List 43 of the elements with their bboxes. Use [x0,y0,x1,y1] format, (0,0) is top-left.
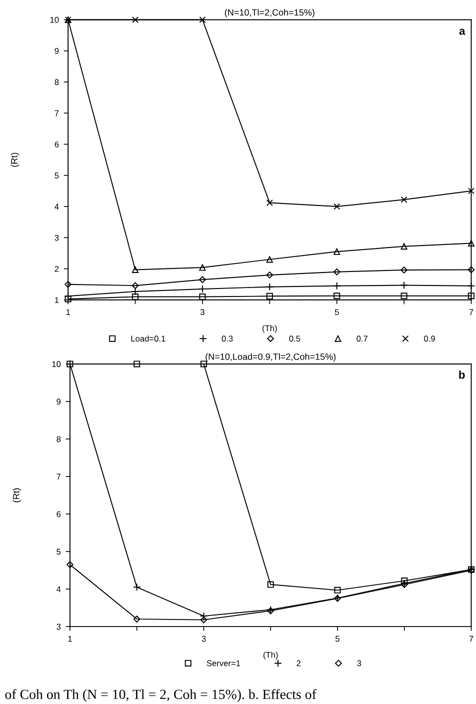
y-tick-label: 5 [56,548,61,555]
y-axis-title: (Rt) [12,488,22,502]
y-tick-label: 10 [50,16,59,23]
chart-title: (N=10,Tl=2,Coh=15%) [224,9,314,18]
y-tick-label: 7 [54,110,59,116]
legend-label: 3 [357,660,362,666]
y-axis-title: (Rt) [10,152,20,167]
y-tick-label: 2 [54,266,59,272]
x-axis-title: (Th) [262,325,277,333]
y-tick-label: 3 [56,624,61,630]
annotation: a [459,28,466,35]
legend-label: 0.5 [289,336,300,342]
x-tick-label: 1 [68,636,72,642]
x-tick-label: 7 [469,636,474,642]
y-tick-label: 6 [56,511,61,518]
legend-label: 2 [296,660,301,666]
legend-label: 0.9 [424,336,435,342]
y-tick-label: 3 [54,234,59,241]
y-tick-label: 4 [54,204,59,210]
y-tick-label: 8 [56,436,61,442]
chart-title: (N=10,Load=0.9,Tl=2,Coh=15%) [206,353,336,362]
x-tick-label: 5 [336,636,340,642]
legend-label: Server=1 [206,660,240,666]
y-tick-label: 9 [56,398,61,405]
text: of Coh on Th (N = 10, Tl = 2, Coh = 15%). b. Effects of [5,689,316,702]
x-tick-label: 3 [200,309,204,316]
y-tick-label: 10 [52,361,61,368]
x-tick-label: 7 [469,309,474,315]
x-tick-label: 3 [202,636,206,642]
y-tick-label: 7 [56,474,61,480]
y-tick-label: 1 [55,297,59,303]
x-tick-label: 5 [334,309,339,316]
legend-label: 0.3 [222,336,233,342]
y-tick-label: 6 [54,141,59,148]
y-tick-label: 5 [54,172,59,178]
legend-label: 0.7 [356,336,368,342]
y-tick-label: 9 [54,48,59,54]
y-tick-label: 4 [56,586,61,592]
y-tick-label: 8 [54,79,59,86]
legend-label: Load=0.1 [131,335,166,342]
annotation: b [459,370,465,379]
x-axis-title: (Th) [263,652,278,660]
x-tick-label: 1 [66,309,70,315]
